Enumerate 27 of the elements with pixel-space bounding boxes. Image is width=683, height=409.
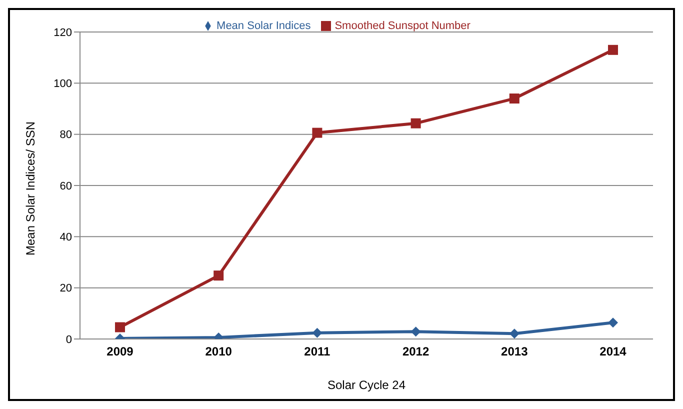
x-tick-label: 2011 xyxy=(304,344,331,359)
y-tick-label: 40 xyxy=(60,232,72,244)
point xyxy=(608,318,618,328)
x-tick-label: 2009 xyxy=(106,344,134,359)
point xyxy=(509,328,520,339)
point xyxy=(312,328,322,338)
point xyxy=(608,44,618,55)
x-axis-title: Solar Cycle 24 xyxy=(327,378,406,392)
y-tick-label: 0 xyxy=(66,334,72,346)
y-tick-label: 20 xyxy=(60,282,72,295)
x-tick-label: 2010 xyxy=(205,344,232,359)
y-tick-label: 60 xyxy=(60,180,72,192)
point xyxy=(312,128,322,138)
legend-label: Smoothed Sunspot Number xyxy=(334,20,470,32)
point xyxy=(214,270,224,281)
x-tick-label: 2014 xyxy=(600,344,627,359)
y-tick-label: 120 xyxy=(54,26,72,39)
point xyxy=(509,94,520,104)
point xyxy=(410,326,421,337)
y-tick-label: 100 xyxy=(54,78,72,90)
x-tick-label: 2013 xyxy=(501,344,528,359)
point xyxy=(115,322,125,332)
point xyxy=(410,118,421,128)
y-tick-label: 80 xyxy=(60,129,72,142)
x-tick-label: 2012 xyxy=(402,344,430,359)
legend-label: Mean Solar Indices xyxy=(216,20,311,32)
y-axis-title: Mean Solar Indices/ SSN xyxy=(23,121,38,256)
